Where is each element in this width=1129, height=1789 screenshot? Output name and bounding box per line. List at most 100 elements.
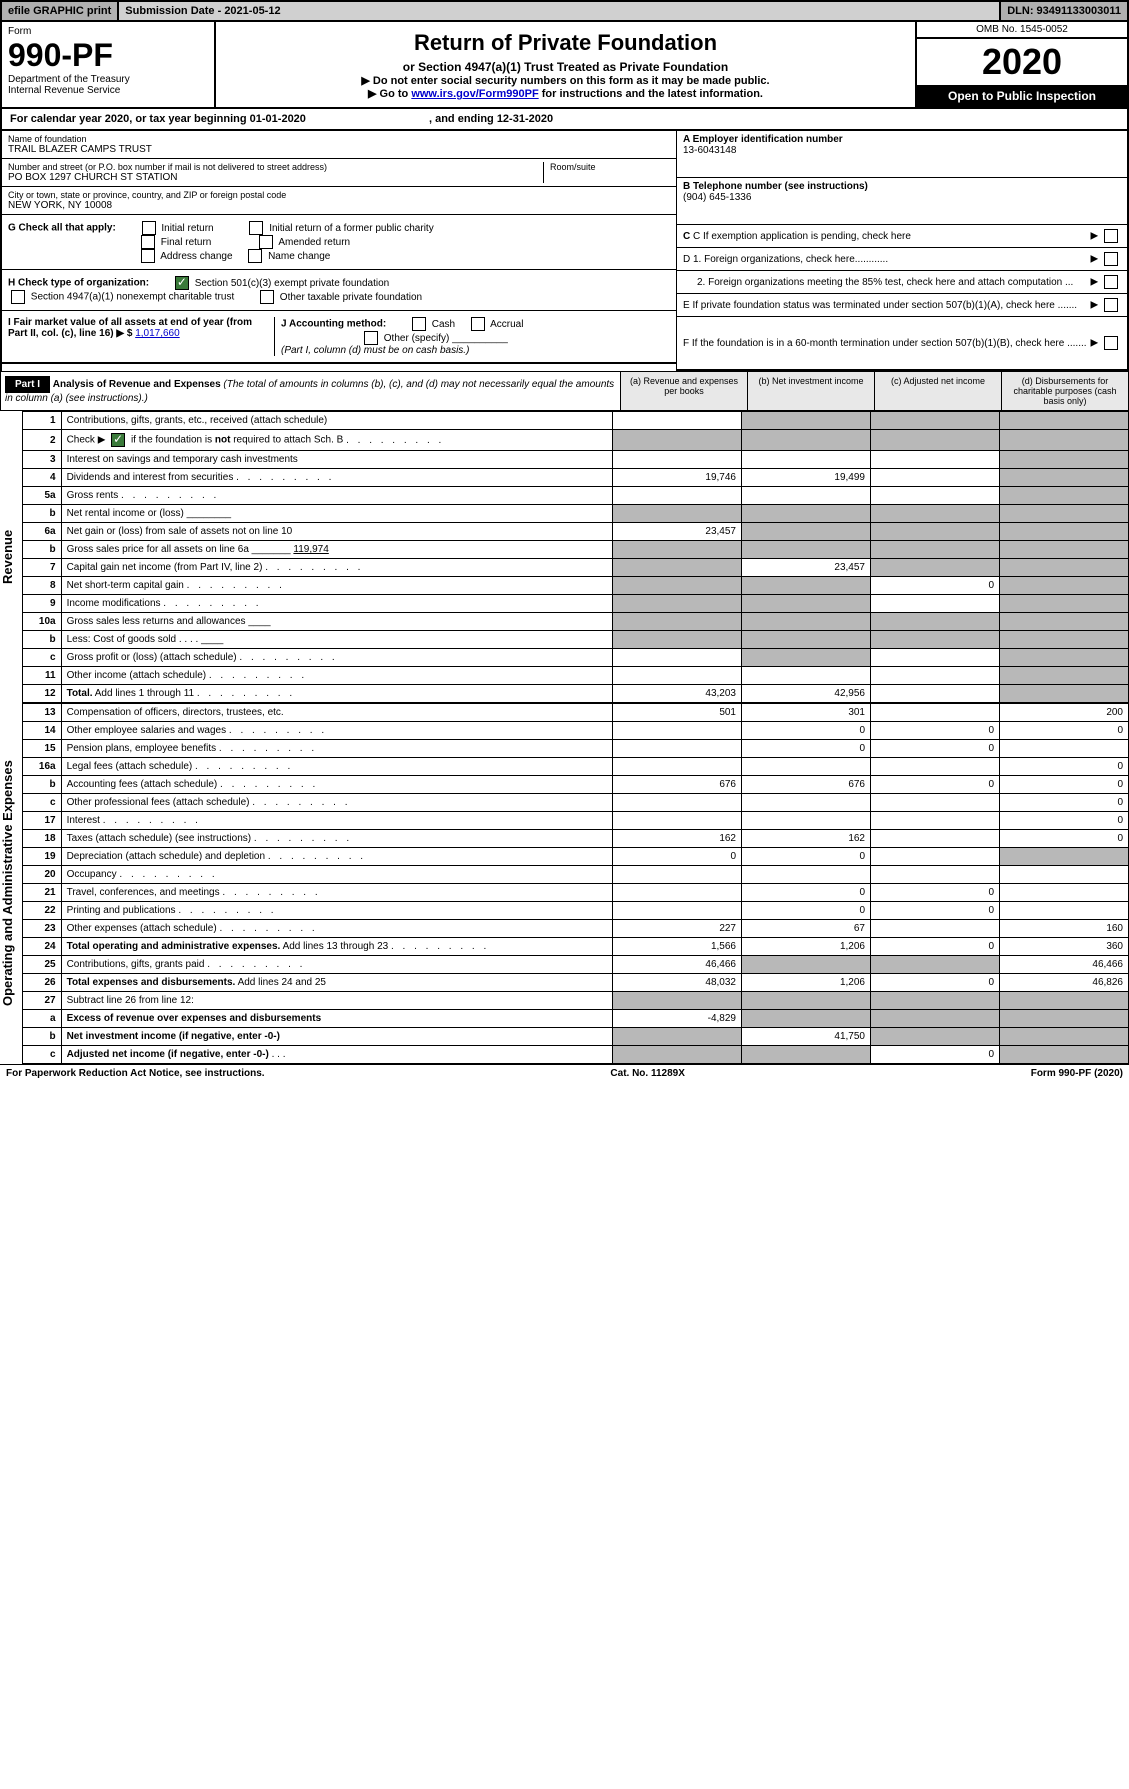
identity-grid: Name of foundation TRAIL BLAZER CAMPS TR… [0,131,1129,371]
form-container: efile GRAPHIC print Submission Date - 20… [0,0,1129,1082]
row-22: 22Printing and publications 00 [22,902,1128,920]
omb-number: OMB No. 1545-0052 [917,22,1127,39]
e-check: E If private foundation status was termi… [677,294,1127,317]
row-3: 3Interest on savings and temporary cash … [22,451,1128,469]
row-25: 25Contributions, gifts, grants paid 46,4… [22,956,1128,974]
top-bar: efile GRAPHIC print Submission Date - 20… [0,0,1129,22]
row-9: 9Income modifications [22,595,1128,613]
dln-label: DLN: 93491133003011 [1001,2,1127,20]
d2-check: 2. Foreign organizations meeting the 85%… [677,271,1127,294]
foundation-name-cell: Name of foundation TRAIL BLAZER CAMPS TR… [2,131,676,159]
col-c-head: (c) Adjusted net income [874,372,1001,410]
row-5b: bNet rental income or (loss) ________ [22,505,1128,523]
open-public-label: Open to Public Inspection [917,85,1127,107]
amended-cb[interactable] [259,235,273,249]
f-cb[interactable] [1104,336,1118,350]
cash-cb[interactable] [412,317,426,331]
irs-link[interactable]: www.irs.gov/Form990PF [411,88,538,100]
row-14: 14Other employee salaries and wages 000 [22,722,1128,740]
501c3-cb[interactable] [175,276,189,290]
row-13: 13Compensation of officers, directors, t… [22,704,1128,722]
expenses-section: Operating and Administrative Expenses 13… [0,703,1129,1064]
irs-label: Internal Revenue Service [8,85,208,96]
footer-right: Form 990-PF (2020) [1031,1068,1123,1079]
row-8: 8Net short-term capital gain 0 [22,577,1128,595]
col-a-head: (a) Revenue and expenses per books [620,372,747,410]
expenses-table: 13Compensation of officers, directors, t… [22,703,1129,1064]
form-title: Return of Private Foundation [220,30,911,56]
initial-former-cb[interactable] [249,221,263,235]
g-checks: G Check all that apply: Initial return I… [2,215,676,270]
footer-left: For Paperwork Reduction Act Notice, see … [6,1068,265,1079]
note-1: ▶ Do not enter social security numbers o… [220,74,911,87]
row-2: 2Check ▶ if the foundation is not requir… [22,430,1128,451]
row-27c: cAdjusted net income (if negative, enter… [22,1046,1128,1064]
name-change-cb[interactable] [248,249,262,263]
dept-label: Department of the Treasury [8,74,208,85]
header-right: OMB No. 1545-0052 2020 Open to Public In… [915,22,1127,107]
h-checks: H Check type of organization: Section 50… [2,270,676,311]
row-27: 27Subtract line 26 from line 12: [22,992,1128,1010]
other-method-cb[interactable] [364,331,378,345]
revenue-table: 1Contributions, gifts, grants, etc., rec… [22,411,1129,703]
row-10a: 10aGross sales less returns and allowanc… [22,613,1128,631]
row-6a: 6aNet gain or (loss) from sale of assets… [22,523,1128,541]
header-center: Return of Private Foundation or Section … [216,22,915,107]
row-7: 7Capital gain net income (from Part IV, … [22,559,1128,577]
row-27b: bNet investment income (if negative, ent… [22,1028,1128,1046]
initial-return-cb[interactable] [142,221,156,235]
row-5a: 5aGross rents [22,487,1128,505]
row-12: 12Total. Add lines 1 through 11 43,20342… [22,685,1128,703]
sch-b-cb[interactable] [111,433,125,447]
row-15: 15Pension plans, employee benefits 00 [22,740,1128,758]
4947-cb[interactable] [11,290,25,304]
row-10b: bLess: Cost of goods sold . . . . ____ [22,631,1128,649]
d1-cb[interactable] [1104,252,1118,266]
ein-cell: A Employer identification number 13-6043… [677,131,1127,178]
note-2: ▶ Go to www.irs.gov/Form990PF for instru… [220,87,911,100]
d1-check: D 1. Foreign organizations, check here..… [677,248,1127,271]
col-d-head: (d) Disbursements for charitable purpose… [1001,372,1128,410]
revenue-section: Revenue 1Contributions, gifts, grants, e… [0,411,1129,703]
other-taxable-cb[interactable] [260,290,274,304]
submission-date: Submission Date - 2021-05-12 [119,2,1001,20]
part1-label: Part I [5,376,50,393]
c-check: C C If exemption application is pending,… [677,225,1127,248]
efile-label: efile GRAPHIC print [2,2,119,20]
final-return-cb[interactable] [141,235,155,249]
part1-title: Analysis of Revenue and Expenses [53,379,221,390]
form-subtitle: or Section 4947(a)(1) Trust Treated as P… [220,60,911,74]
address-cell: Number and street (or P.O. box number if… [2,159,676,187]
phone-cell: B Telephone number (see instructions) (9… [677,178,1127,225]
row-26: 26Total expenses and disbursements. Add … [22,974,1128,992]
header-row: Form 990-PF Department of the Treasury I… [0,22,1129,109]
form-label: Form [8,26,208,37]
part1-header-row: Part I Analysis of Revenue and Expenses … [0,371,1129,411]
row-6b: bGross sales price for all assets on lin… [22,541,1128,559]
col-b-head: (b) Net investment income [747,372,874,410]
addr-change-cb[interactable] [141,249,155,263]
tax-year: 2020 [917,39,1127,85]
footer: For Paperwork Reduction Act Notice, see … [0,1064,1129,1082]
form-number: 990-PF [8,37,208,74]
row-1: 1Contributions, gifts, grants, etc., rec… [22,412,1128,430]
accrual-cb[interactable] [471,317,485,331]
fmv-link[interactable]: 1,017,660 [135,328,180,339]
row-16a: 16aLegal fees (attach schedule) 0 [22,758,1128,776]
row-21: 21Travel, conferences, and meetings 00 [22,884,1128,902]
e-cb[interactable] [1104,298,1118,312]
identity-left: Name of foundation TRAIL BLAZER CAMPS TR… [2,131,676,371]
calendar-year-row: For calendar year 2020, or tax year begi… [0,109,1129,131]
row-24: 24Total operating and administrative exp… [22,938,1128,956]
i-j-row: I Fair market value of all assets at end… [2,311,676,364]
header-left: Form 990-PF Department of the Treasury I… [2,22,216,107]
expenses-side-label: Operating and Administrative Expenses [0,703,22,1064]
revenue-side-label: Revenue [0,411,22,703]
row-27a: aExcess of revenue over expenses and dis… [22,1010,1128,1028]
row-11: 11Other income (attach schedule) [22,667,1128,685]
row-10c: cGross profit or (loss) (attach schedule… [22,649,1128,667]
c-cb[interactable] [1104,229,1118,243]
f-check: F If the foundation is in a 60-month ter… [677,317,1127,371]
row-17: 17Interest 0 [22,812,1128,830]
d2-cb[interactable] [1104,275,1118,289]
